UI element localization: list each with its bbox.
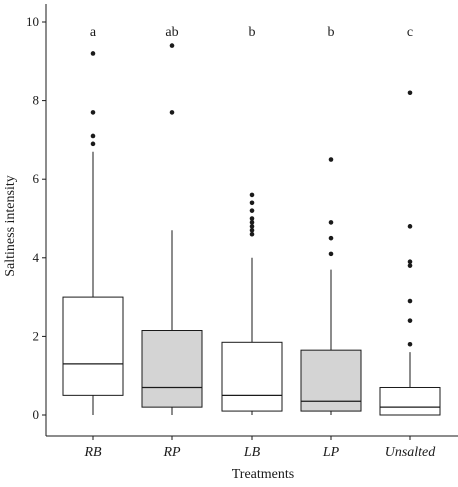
outlier-point [249,208,255,213]
y-axis-title: Saltiness intensity [3,175,18,277]
box-lb [221,192,283,415]
axes: 0 2 4 6 8 10 [26,4,458,440]
box-iqr [141,330,203,408]
outlier-point [407,263,413,268]
y-tick-label: 8 [33,93,40,108]
significance-letter: b [249,25,256,40]
outlier-point [407,318,413,323]
y-tick-label: 10 [26,14,39,29]
x-axis-title: Treatments [232,467,294,482]
box-iqr [300,349,362,412]
outlier-point [249,224,255,229]
outlier-point [249,231,255,237]
significance-letter: a [90,25,97,40]
box-rb [62,51,124,415]
significance-letter: ab [165,25,178,40]
x-tick-label: RP [162,445,181,460]
box-unsalted [379,90,441,416]
outlier-point [407,90,413,96]
outlier-point [169,110,175,115]
y-tick-label: 4 [33,250,40,265]
outlier-point [328,220,334,225]
y-tick-label: 6 [33,171,40,186]
box-iqr [379,386,441,416]
outlier-point [328,235,334,241]
outlier-point [328,251,334,257]
outlier-point [249,216,255,221]
outlier-point [90,110,96,115]
outlier-point [328,157,334,162]
outlier-point [407,341,413,347]
box-iqr [62,296,124,396]
box-lp [300,157,362,415]
x-tick-label: LP [322,445,340,460]
x-tick-label: RB [83,445,102,460]
labels: RB a RP ab LB b LP b Unsalted c [83,25,436,460]
y-tick-label: 0 [33,407,40,422]
outlier-point [249,192,255,198]
outlier-point [249,227,255,233]
box-rp [141,43,203,415]
outlier-point [90,141,96,147]
box-series [62,43,441,416]
outlier-point [90,51,96,56]
outlier-point [407,298,413,304]
outlier-point [169,43,175,48]
outlier-point [249,220,255,225]
significance-letter: b [328,25,335,40]
outlier-point [249,200,255,206]
outlier-point [90,133,96,139]
significance-letter: c [407,25,413,40]
outlier-point [407,259,413,265]
outlier-point [407,224,413,229]
y-tick-label: 2 [33,328,40,343]
x-tick-label: Unsalted [385,445,437,460]
box-iqr [221,341,283,412]
x-tick-label: LB [243,445,261,460]
